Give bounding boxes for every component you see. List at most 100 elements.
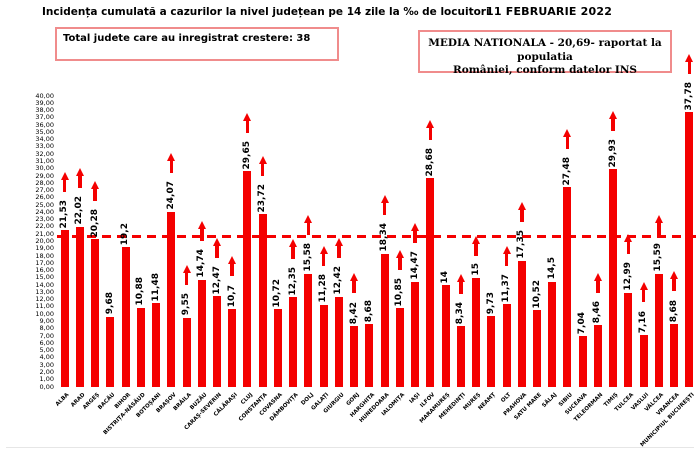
bar-value-label: 9,55	[181, 293, 192, 316]
bar	[487, 316, 496, 387]
increase-arrow-icon	[639, 282, 648, 303]
increase-count-box: Total judete care au inregistrat crester…	[55, 27, 339, 61]
increase-arrow-icon	[563, 128, 572, 149]
bar-value-label: 8,46	[592, 301, 603, 324]
bar	[670, 323, 679, 387]
bar	[75, 226, 84, 387]
bar-value-label: 9,73	[485, 292, 496, 315]
bar	[411, 281, 420, 387]
bar-value-label: 24,07	[165, 181, 176, 210]
y-axis-tick-label: 26,00	[35, 193, 54, 202]
bar	[243, 171, 252, 387]
bar	[426, 178, 435, 387]
bottom-divider	[6, 447, 694, 448]
bar	[578, 335, 587, 387]
bar	[106, 316, 115, 387]
x-axis-label: OLT	[500, 392, 513, 405]
y-axis-tick-label: 18,00	[35, 251, 54, 260]
bar	[258, 214, 267, 387]
increase-arrow-icon	[243, 112, 252, 133]
bar	[654, 273, 663, 387]
y-axis-tick-label: 16,00	[35, 266, 54, 275]
increase-arrow-icon	[517, 202, 526, 223]
y-axis-tick-label: 38,00	[35, 106, 54, 115]
y-axis-tick-label: 37,00	[35, 113, 54, 122]
plot-area: 21,53 ALBA 22,02 ARAD 20,28 ARGEȘ 9,68 BACĂU 19,…	[55, 53, 697, 448]
bar	[319, 304, 328, 387]
y-axis-tick-label: 8,00	[39, 324, 54, 333]
bar	[395, 308, 404, 387]
bar	[472, 277, 481, 387]
bar-value-label: 14,5	[546, 257, 557, 280]
y-axis-tick-label: 24,00	[35, 207, 54, 216]
y-axis: 40,00 39,00 38,00 37,00 36,00 35,00 34,00 33,00…	[26, 0, 54, 455]
increase-arrow-icon	[502, 245, 511, 266]
y-axis-tick-label: 3,00	[39, 360, 54, 369]
chart-title: Incidența cumulată a cazurilor la nivel …	[42, 6, 490, 18]
bar-value-label: 12,42	[333, 266, 344, 295]
bar	[365, 323, 374, 387]
y-axis-tick-label: 14,00	[35, 280, 54, 289]
increase-arrow-icon	[334, 238, 343, 259]
increase-arrow-icon	[319, 246, 328, 267]
bar-value-label: 14,47	[409, 251, 420, 280]
bar	[593, 325, 602, 387]
y-axis-tick-label: 21,00	[35, 229, 54, 238]
y-axis-tick-label: 33,00	[35, 142, 54, 151]
bar-value-label: 9,68	[104, 292, 115, 315]
x-axis-label: SĂLAJ	[541, 392, 559, 409]
bar	[152, 303, 161, 387]
bar	[548, 281, 557, 387]
bar-value-label: 19,2	[120, 223, 131, 246]
y-axis-tick-label: 22,00	[35, 222, 54, 231]
y-axis-tick-label: 19,00	[35, 244, 54, 253]
bar-value-label: 18,34	[379, 223, 390, 252]
bar	[136, 307, 145, 387]
national-average-line	[57, 234, 697, 238]
bar	[334, 296, 343, 387]
increase-arrow-icon	[456, 273, 465, 294]
bar-value-label: 29,65	[241, 140, 252, 170]
y-axis-tick-label: 39,00	[35, 98, 54, 107]
bar-value-label: 29,93	[607, 138, 618, 168]
y-axis-tick-label: 20,00	[35, 237, 54, 245]
bar	[60, 230, 69, 387]
bar-value-label: 8,42	[348, 301, 359, 324]
increase-arrow-icon	[670, 271, 679, 292]
bar-value-label: 8,34	[455, 302, 466, 325]
y-axis-tick-label: 7,00	[39, 331, 54, 340]
increase-arrow-icon	[395, 249, 404, 270]
bar	[121, 247, 130, 387]
y-axis-tick-label: 12,00	[35, 295, 54, 304]
increase-arrow-icon	[654, 215, 663, 236]
increase-arrow-icon	[350, 272, 359, 293]
increase-arrow-icon	[213, 237, 222, 258]
bar-value-label: 11,37	[501, 273, 512, 303]
bar-value-label: 10,85	[394, 277, 405, 307]
bar	[350, 325, 359, 387]
bar-value-label: 28,68	[424, 147, 435, 177]
bar	[289, 297, 298, 387]
y-axis-tick-label: 35,00	[35, 127, 54, 136]
y-axis-tick-label: 9,00	[39, 317, 54, 326]
y-axis-tick-label: 17,00	[35, 258, 54, 267]
bar-value-label: 17,35	[516, 230, 527, 259]
increase-arrow-icon	[167, 153, 176, 174]
national-average-text-line1: MEDIA NATIONALA - 20,69- raportat la pop…	[428, 37, 662, 63]
increase-arrow-icon	[472, 236, 481, 257]
bar	[304, 273, 313, 387]
national-average-text-line2: României, conform datelor INS	[452, 64, 638, 77]
bar-value-label: 37,78	[683, 81, 694, 111]
bar-value-label: 27,48	[561, 156, 572, 186]
bar-value-label: 10,88	[135, 277, 146, 306]
bar-value-label: 7,16	[638, 310, 649, 333]
bar-value-label: 12,99	[622, 262, 633, 291]
bar-value-label: 12,47	[211, 265, 222, 295]
increase-arrow-icon	[228, 256, 237, 277]
y-axis-tick-label: 6,00	[39, 338, 54, 347]
increase-arrow-icon	[593, 272, 602, 293]
increase-arrow-icon	[624, 234, 633, 254]
bar-value-label: 8,68	[668, 299, 679, 322]
increase-arrow-icon	[380, 195, 389, 216]
bar	[380, 253, 389, 387]
